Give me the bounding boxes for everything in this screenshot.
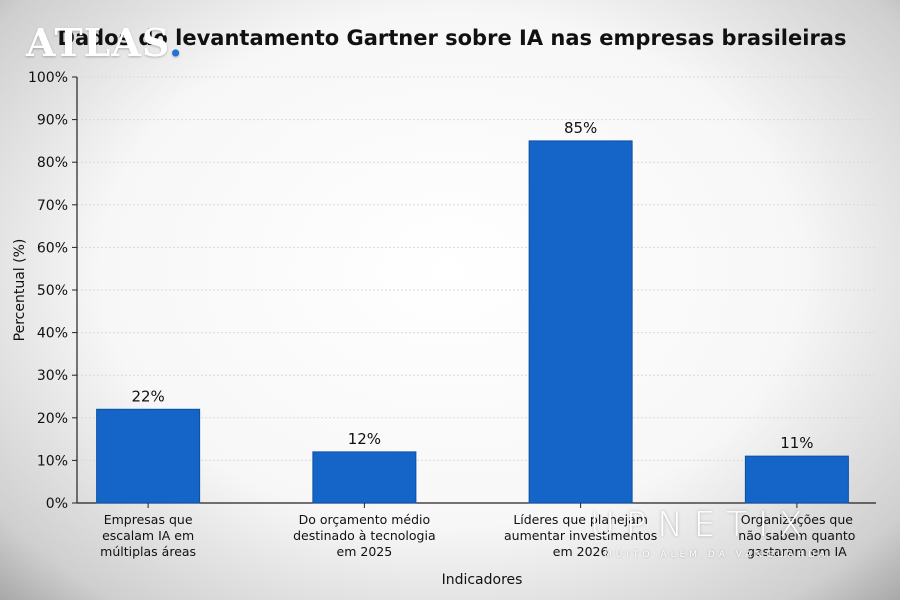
x-tick-label-line: Organizações que: [741, 512, 854, 527]
y-tick-label: 0%: [46, 496, 68, 512]
data-label: 12%: [348, 430, 381, 448]
x-tick-label-line: escalam IA em: [102, 528, 194, 543]
x-tick-label-line: Empresas que: [104, 512, 193, 527]
y-tick-label: 60%: [37, 240, 68, 256]
upnetix-logo: UPNETIX: [590, 505, 814, 545]
x-tick-label-line: não sabem quanto: [738, 528, 855, 543]
x-tick-label-line: múltiplas áreas: [100, 544, 196, 559]
x-tick-label-line: em 2026: [553, 544, 609, 559]
data-label: 22%: [131, 387, 164, 405]
x-tick-label-line: em 2025: [337, 544, 393, 559]
atlas-logo-dot: .: [168, 20, 184, 65]
y-tick-label: 100%: [28, 70, 68, 86]
data-label: 85%: [564, 119, 597, 137]
x-tick-label: Líderes que planejam aumentar investiment…: [504, 512, 657, 559]
bar: [744, 455, 849, 504]
bar: [528, 140, 633, 504]
x-tick-label: Do orçamento médio destinado à tecnologia…: [293, 512, 436, 559]
upnetix-tagline: MUITO ALÉM DA VANGUARDA: [604, 550, 830, 560]
x-axis-label: Indicadores: [442, 572, 523, 588]
y-tick-label: 80%: [37, 155, 68, 171]
bar: [312, 451, 417, 504]
y-tick-label: 70%: [37, 198, 68, 214]
x-tick-label-line: destinado à tecnologia: [293, 528, 436, 543]
y-tick-label: 40%: [37, 326, 68, 342]
atlas-logo-text: ATLAS: [26, 20, 169, 65]
data-label: 11%: [780, 434, 813, 452]
y-tick-label: 90%: [37, 113, 68, 129]
y-tick-label: 30%: [37, 368, 68, 384]
x-tick-label-line: aumentar investimentos: [504, 528, 657, 543]
x-tick-label-line: gastaram em IA: [747, 544, 847, 559]
x-tick-label-line: Do orçamento médio: [299, 512, 431, 527]
bar: [96, 408, 201, 504]
y-tick-label: 10%: [37, 453, 68, 469]
atlas-logo: ATLAS.: [26, 20, 183, 65]
chart-title: Dados do levantamento Gartner sobre IA n…: [58, 26, 847, 50]
y-tick-label: 50%: [37, 283, 68, 299]
y-tick-label: 20%: [37, 411, 68, 427]
x-tick-label: Organizações que não sabem quanto gastaram…: [738, 512, 855, 559]
y-axis-label: Percentual (%): [12, 239, 28, 342]
x-tick-label-line: Líderes que planejam: [513, 512, 648, 527]
x-tick-label: Empresas que escalam IA em múltiplas áreas: [100, 512, 196, 559]
